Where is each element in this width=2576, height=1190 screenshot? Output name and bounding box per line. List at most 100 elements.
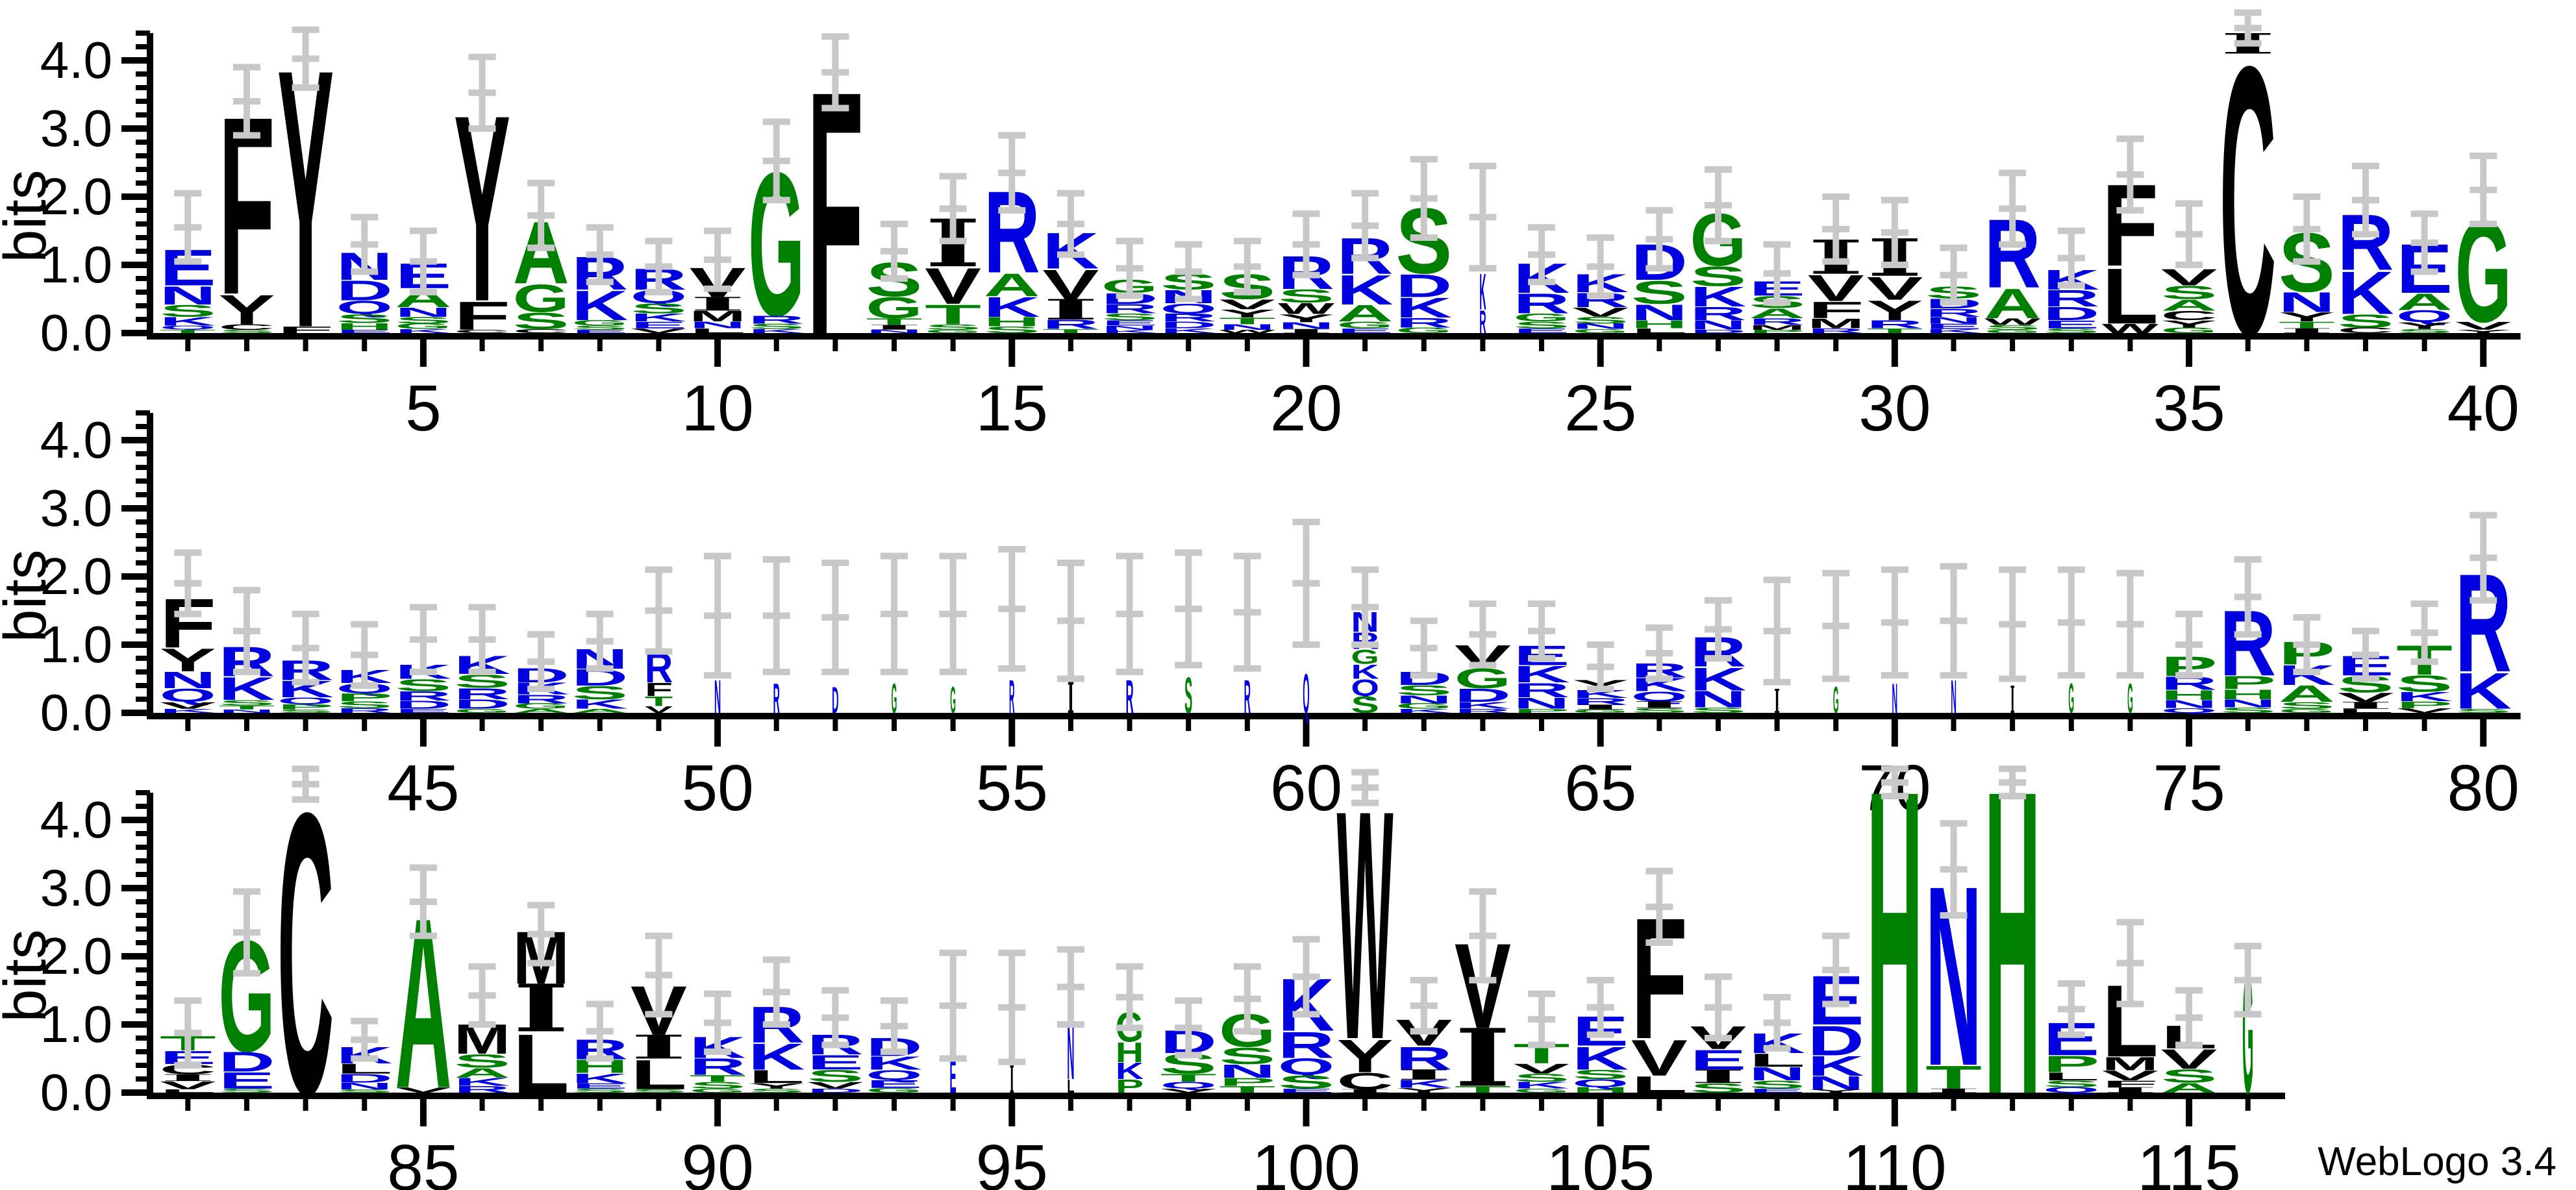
residue-letter-N: N — [1219, 323, 1275, 332]
error-bar-pos-110 — [1881, 765, 1908, 800]
residue-letter-C: C — [454, 329, 510, 334]
logo-stack-pos-108: KLNSE — [1749, 1028, 1805, 1094]
x-tick-label: 15 — [976, 372, 1048, 445]
logo-stack-pos-73: G — [2068, 675, 2074, 722]
residue-letter-Y: Y — [1395, 1087, 1452, 1094]
residue-letter-E: E — [1514, 327, 1570, 334]
error-bar-pos-18 — [1175, 241, 1203, 303]
residue-letter-K: K — [866, 1052, 923, 1073]
y-tick-label: 4.0 — [40, 791, 112, 849]
residue-letter-K: K — [1116, 1058, 1144, 1084]
residue-letter-I: I — [160, 1072, 216, 1084]
residue-letter-D: D — [219, 1047, 275, 1078]
residue-letter-C: C — [2220, 0, 2276, 414]
residue-letter-N: N — [160, 281, 216, 310]
residue-letter-E: E — [631, 320, 687, 330]
residue-letter-R: R — [1479, 303, 1486, 340]
error-bar-pos-21 — [1351, 190, 1379, 262]
x-tick-label: 40 — [2447, 372, 2520, 445]
error-bar-pos-39 — [2410, 210, 2438, 275]
x-tick-label: 80 — [2447, 752, 2520, 824]
residue-letter-G: G — [571, 319, 628, 327]
residue-letter-Y: Y — [219, 286, 275, 333]
residue-letter-S: S — [219, 699, 275, 707]
residue-letter-T: T — [1925, 1059, 1982, 1096]
error-bar-pos-10 — [704, 227, 732, 292]
residue-letter-E: E — [571, 329, 628, 334]
residue-letter-D: D — [1160, 320, 1217, 330]
x-tick-label: 30 — [1858, 372, 1931, 445]
residue-letter-V: V — [1631, 1030, 1688, 1087]
residue-letter-S: S — [631, 301, 687, 317]
residue-letter-L: L — [336, 1061, 393, 1077]
residue-letter-S: S — [571, 1087, 628, 1094]
logo-stack-pos-94: E — [949, 1051, 956, 1103]
residue-letter-G: G — [1395, 327, 1452, 335]
residue-letter-S: S — [571, 682, 628, 703]
error-bar-pos-93 — [881, 997, 908, 1055]
residue-letter-K: K — [748, 1036, 805, 1078]
residue-letter-G: G — [513, 277, 569, 321]
error-bar-pos-20 — [1292, 210, 1320, 279]
residue-letter-Q: Q — [1572, 1077, 1629, 1089]
residue-letter-E: E — [1690, 1045, 1747, 1076]
residue-letter-R: R — [1572, 697, 1629, 707]
residue-letter-V: V — [1514, 1061, 1570, 1077]
error-bar-pos-65 — [1586, 641, 1614, 693]
error-bar-pos-58 — [1175, 549, 1203, 669]
logo-stack-pos-90: KRTSG — [690, 1032, 746, 1094]
error-bar-pos-64 — [1528, 601, 1556, 662]
error-bar-pos-13 — [881, 221, 908, 282]
logo-stack-pos-27: GSKRND — [1690, 197, 1747, 334]
error-bar-pos-60 — [1292, 519, 1320, 648]
residue-letter-D: D — [336, 275, 393, 306]
logo-stack-pos-53: G — [892, 675, 897, 722]
residue-letter-Q: Q — [1278, 1054, 1334, 1080]
error-bar-pos-40 — [2470, 153, 2497, 227]
residue-letter-V: V — [2102, 1068, 2158, 1084]
logo-stack-pos-50: N — [714, 671, 721, 723]
residue-letter-S: S — [1690, 1081, 1747, 1095]
residue-letter-D: D — [336, 1072, 393, 1085]
logo-stack-pos-95: I — [1010, 1058, 1014, 1102]
error-bar-pos-72 — [1999, 566, 2027, 682]
error-bar-pos-107 — [1704, 973, 1732, 1041]
residue-letter-R: R — [2043, 286, 2099, 312]
residue-letter-V: V — [160, 700, 217, 711]
x-tick-label: 65 — [1564, 752, 1636, 824]
residue-letter-Q: Q — [336, 297, 393, 317]
logo-stack-pos-79: TSKPV — [2396, 637, 2453, 714]
residue-letter-N: N — [160, 667, 216, 693]
error-bar-pos-6 — [468, 53, 496, 132]
error-bar-pos-53 — [881, 552, 908, 675]
logo-stack-pos-83: C — [277, 729, 334, 1178]
residue-letter-S: S — [395, 676, 451, 695]
residue-letter-S: S — [690, 1080, 746, 1091]
residue-letter-E: E — [395, 708, 451, 714]
residue-letter-E: E — [336, 329, 393, 334]
error-bar-pos-71 — [1940, 563, 1968, 679]
residue-letter-I: I — [1631, 699, 1688, 710]
residue-letter-E: E — [571, 1082, 628, 1091]
x-tick-label: 85 — [387, 1132, 459, 1190]
error-bar-pos-56 — [1057, 560, 1084, 682]
logo-stack-pos-57: R — [1126, 671, 1134, 723]
residue-letter-D: D — [1395, 267, 1452, 304]
residue-letter-V: V — [1219, 297, 1275, 312]
logo-stack-pos-115: LVSA — [2161, 1019, 2218, 1096]
logo-stack-pos-105: EKSQH — [1572, 1008, 1629, 1094]
residue-letter-T: T — [1160, 1072, 1217, 1084]
y-tick-label: 0.0 — [40, 1063, 112, 1121]
residue-letter-K: K — [1395, 708, 1452, 714]
error-bar-pos-57 — [1116, 552, 1144, 675]
residue-letter-N: N — [1278, 321, 1334, 331]
residue-letter-I: I — [1010, 1058, 1014, 1102]
residue-letter-Y: Y — [1219, 308, 1275, 320]
residue-letter-Y: Y — [1866, 295, 1923, 326]
residue-letter-I: I — [2279, 327, 2335, 335]
error-bar-pos-22 — [1410, 156, 1438, 241]
residue-letter-C: C — [277, 729, 334, 1178]
error-bar-pos-50 — [704, 552, 732, 679]
error-bar-pos-98 — [1175, 997, 1203, 1059]
residue-letter-I: I — [1068, 673, 1074, 723]
